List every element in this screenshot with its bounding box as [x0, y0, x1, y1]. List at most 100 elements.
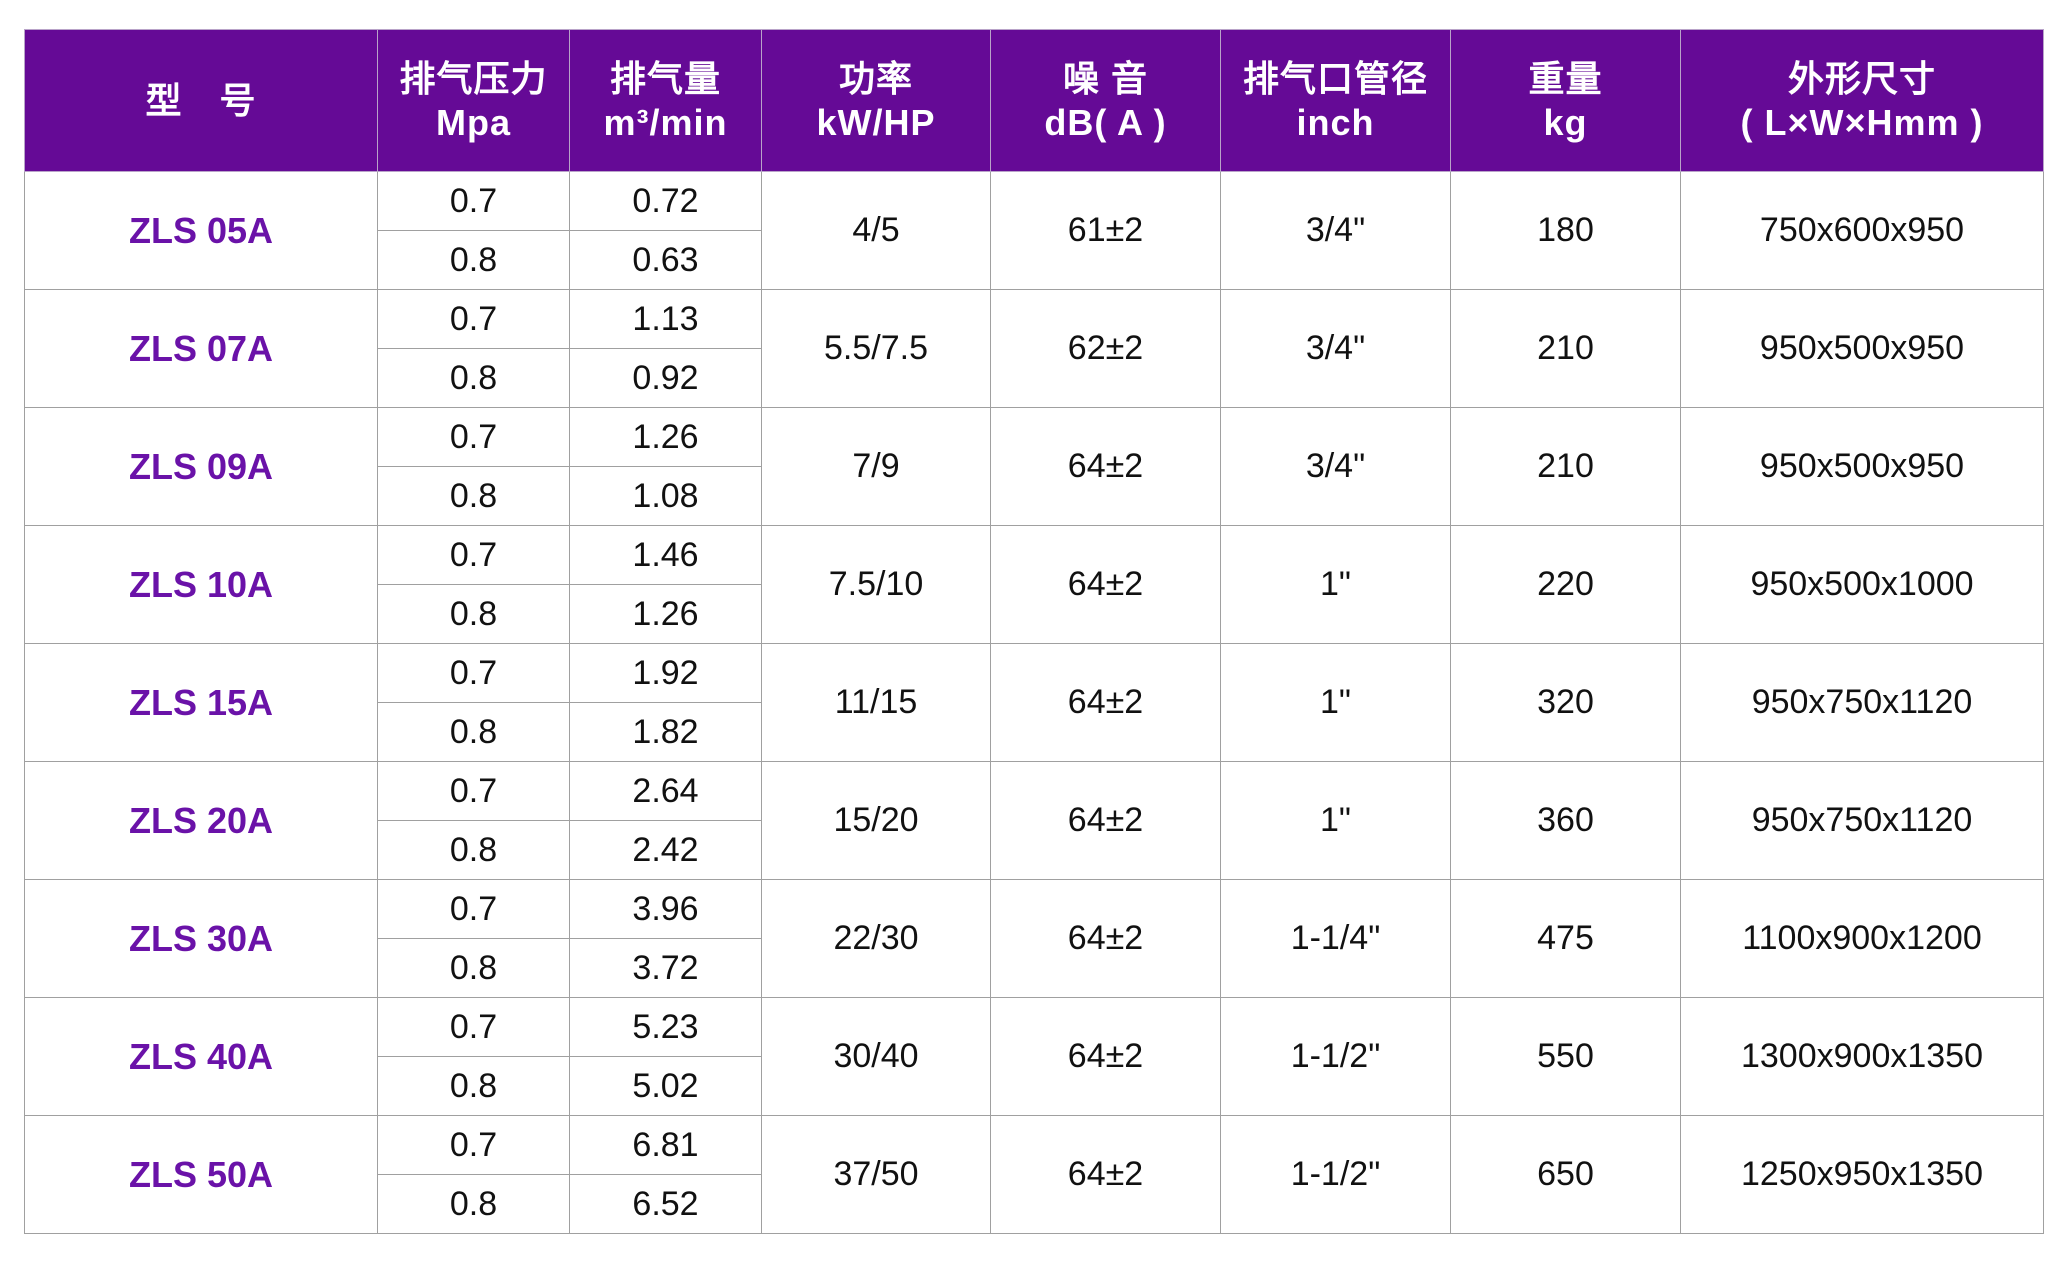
- cell-p1: 0.7: [377, 997, 570, 1057]
- cell-q2: 0.63: [569, 230, 762, 290]
- cell-outlet: 3/4": [1220, 407, 1451, 526]
- cell-power: 22/30: [761, 879, 991, 998]
- table-row: ZLS 40A 0.7 5.23 30/40 64±2 1-1/2" 550 1300x900…: [24, 997, 2044, 1116]
- cell-weight: 550: [1450, 997, 1681, 1116]
- cell-model: ZLS 50A: [24, 1115, 378, 1234]
- cell-weight: 220: [1450, 525, 1681, 644]
- cell-size: 750x600x950: [1680, 171, 2044, 290]
- cell-noise: 62±2: [990, 289, 1221, 408]
- cell-size: 950x750x1120: [1680, 761, 2044, 880]
- cell-power: 15/20: [761, 761, 991, 880]
- header-label: 噪 音: [1062, 57, 1148, 99]
- cell-weight: 210: [1450, 289, 1681, 408]
- header-label: 排气口管径: [1242, 57, 1428, 99]
- cell-outlet: 1": [1220, 525, 1451, 644]
- cell-q1: 1.13: [569, 289, 762, 349]
- spec-table: 型 号排气压力 Mpa 排气量 m³/min 功率 kW/HP 噪 音 dB( A ) 排气口管…: [24, 29, 2044, 1234]
- table-row: ZLS 05A 0.7 0.72 4/5 61±2 3/4" 180 750x600x950: [24, 171, 2044, 290]
- cell-q1: 1.92: [569, 643, 762, 703]
- cell-p2: 0.8: [377, 702, 570, 762]
- header-label: 重量: [1528, 57, 1603, 99]
- cell-size: 950x750x1120: [1680, 643, 2044, 762]
- cell-q1: 1.46: [569, 525, 762, 585]
- header-noise: 噪 音 dB( A ): [990, 29, 1221, 172]
- table-row: ZLS 10A 0.7 1.46 7.5/10 64±2 1" 220 950x500x100…: [24, 525, 2044, 644]
- cell-p2: 0.8: [377, 1056, 570, 1116]
- cell-noise: 64±2: [990, 1115, 1221, 1234]
- cell-model: ZLS 09A: [24, 407, 378, 526]
- cell-model: ZLS 10A: [24, 525, 378, 644]
- header-model: 型 号: [24, 29, 378, 172]
- cell-outlet: 3/4": [1220, 289, 1451, 408]
- cell-outlet: 1-1/4": [1220, 879, 1451, 998]
- header-pressure: 排气压力 Mpa: [377, 29, 570, 172]
- cell-noise: 64±2: [990, 761, 1221, 880]
- cell-noise: 64±2: [990, 643, 1221, 762]
- header-weight: 重量 kg: [1450, 29, 1681, 172]
- cell-outlet: 1-1/2": [1220, 1115, 1451, 1234]
- cell-q2: 1.26: [569, 584, 762, 644]
- header-unit: kg: [1543, 101, 1588, 143]
- header-row: 型 号排气压力 Mpa 排气量 m³/min 功率 kW/HP 噪 音 dB( A ) 排气口管…: [24, 29, 2044, 172]
- cell-model: ZLS 20A: [24, 761, 378, 880]
- cell-p1: 0.7: [377, 289, 570, 349]
- cell-p2: 0.8: [377, 584, 570, 644]
- cell-q2: 6.52: [569, 1174, 762, 1234]
- cell-q1: 6.81: [569, 1115, 762, 1175]
- header-unit: ( L×W×Hmm ): [1740, 101, 1984, 143]
- header-unit: kW/HP: [816, 101, 936, 143]
- cell-p1: 0.7: [377, 171, 570, 231]
- cell-q1: 0.72: [569, 171, 762, 231]
- cell-q2: 5.02: [569, 1056, 762, 1116]
- header-flow: 排气量 m³/min: [569, 29, 762, 172]
- cell-p2: 0.8: [377, 938, 570, 998]
- cell-model: ZLS 05A: [24, 171, 378, 290]
- cell-q2: 2.42: [569, 820, 762, 880]
- cell-p1: 0.7: [377, 525, 570, 585]
- cell-outlet: 3/4": [1220, 171, 1451, 290]
- cell-q1: 2.64: [569, 761, 762, 821]
- cell-model: ZLS 07A: [24, 289, 378, 408]
- cell-q1: 1.26: [569, 407, 762, 467]
- cell-noise: 64±2: [990, 879, 1221, 998]
- cell-size: 1300x900x1350: [1680, 997, 2044, 1116]
- header-unit: dB( A ): [1044, 101, 1167, 143]
- table-row: ZLS 30A 0.7 3.96 22/30 64±2 1-1/4" 475 1100x900…: [24, 879, 2044, 998]
- cell-power: 5.5/7.5: [761, 289, 991, 408]
- table-subrow: 0.8 0.63: [25, 230, 2044, 290]
- header-dimensions: 外形尺寸( L×W×Hmm ): [1680, 29, 2044, 172]
- table-subrow: 0.8 3.72: [25, 938, 2044, 998]
- cell-size: 950x500x1000: [1680, 525, 2044, 644]
- cell-size: 950x500x950: [1680, 407, 2044, 526]
- cell-p2: 0.8: [377, 1174, 570, 1234]
- header-label: 型 号: [145, 79, 257, 121]
- header-unit: m³/min: [603, 101, 728, 143]
- cell-weight: 180: [1450, 171, 1681, 290]
- cell-noise: 64±2: [990, 525, 1221, 644]
- cell-weight: 320: [1450, 643, 1681, 762]
- cell-outlet: 1": [1220, 761, 1451, 880]
- cell-weight: 210: [1450, 407, 1681, 526]
- cell-p1: 0.7: [377, 761, 570, 821]
- cell-p1: 0.7: [377, 879, 570, 939]
- table-row: ZLS 50A 0.7 6.81 37/50 64±2 1-1/2" 650 1250x950…: [24, 1115, 2044, 1234]
- cell-p2: 0.8: [377, 820, 570, 880]
- cell-q1: 5.23: [569, 997, 762, 1057]
- cell-weight: 650: [1450, 1115, 1681, 1234]
- header-unit: inch: [1296, 101, 1375, 143]
- cell-q2: 3.72: [569, 938, 762, 998]
- cell-model: ZLS 30A: [24, 879, 378, 998]
- header-label: 外形尺寸: [1787, 57, 1936, 99]
- table-row: ZLS 20A 0.7 2.64 15/20 64±2 1" 360 950x750x1120: [24, 761, 2044, 880]
- cell-outlet: 1": [1220, 643, 1451, 762]
- cell-noise: 61±2: [990, 171, 1221, 290]
- cell-noise: 64±2: [990, 997, 1221, 1116]
- cell-power: 30/40: [761, 997, 991, 1116]
- cell-power: 11/15: [761, 643, 991, 762]
- cell-p1: 0.7: [377, 407, 570, 467]
- cell-p2: 0.8: [377, 466, 570, 526]
- cell-q2: 1.08: [569, 466, 762, 526]
- header-label: 排气量: [609, 57, 721, 99]
- cell-p2: 0.8: [377, 230, 570, 290]
- table-row: ZLS 07A 0.7 1.13 5.5/7.5 62±2 3/4" 210 950x500x…: [24, 289, 2044, 408]
